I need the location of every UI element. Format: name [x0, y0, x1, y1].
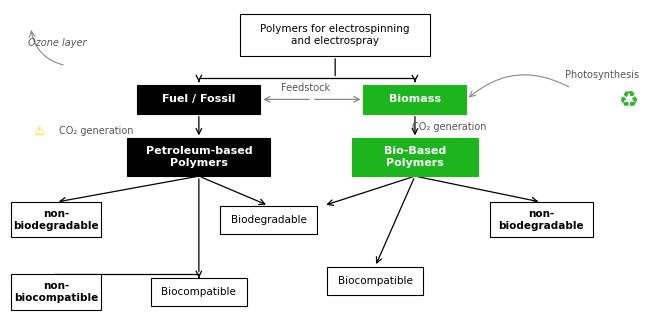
FancyBboxPatch shape [327, 267, 423, 295]
Text: Polymers for electrospinning
and electrospray: Polymers for electrospinning and electro… [260, 24, 410, 46]
FancyBboxPatch shape [137, 85, 260, 114]
Text: Petroleum-based
Polymers: Petroleum-based Polymers [146, 146, 252, 168]
FancyBboxPatch shape [490, 202, 593, 237]
FancyBboxPatch shape [352, 138, 478, 176]
FancyBboxPatch shape [11, 274, 101, 310]
FancyBboxPatch shape [127, 138, 270, 176]
Text: Feedstock: Feedstock [281, 83, 330, 93]
Text: Fuel / Fossil: Fuel / Fossil [162, 94, 235, 104]
Text: non-
biodegradable: non- biodegradable [498, 209, 584, 231]
Text: ♻: ♻ [617, 91, 638, 111]
Text: Biocompatible: Biocompatible [161, 287, 236, 297]
Text: Photosynthesis: Photosynthesis [565, 70, 639, 80]
Text: Biodegradable: Biodegradable [231, 215, 306, 225]
Text: Biomass: Biomass [389, 94, 441, 104]
Text: CO₂ generation: CO₂ generation [60, 126, 134, 136]
Text: non-
biocompatible: non- biocompatible [14, 281, 98, 303]
FancyBboxPatch shape [240, 14, 430, 56]
FancyBboxPatch shape [221, 206, 317, 234]
FancyBboxPatch shape [151, 278, 247, 306]
Text: ⚠: ⚠ [33, 125, 45, 138]
Text: non-
biodegradable: non- biodegradable [13, 209, 99, 231]
Text: Biocompatible: Biocompatible [338, 276, 413, 286]
Text: Bio-Based
Polymers: Bio-Based Polymers [384, 146, 446, 168]
Text: CO₂ generation: CO₂ generation [411, 122, 486, 132]
FancyBboxPatch shape [11, 202, 101, 237]
FancyBboxPatch shape [363, 85, 466, 114]
Text: Ozone layer: Ozone layer [28, 38, 86, 48]
